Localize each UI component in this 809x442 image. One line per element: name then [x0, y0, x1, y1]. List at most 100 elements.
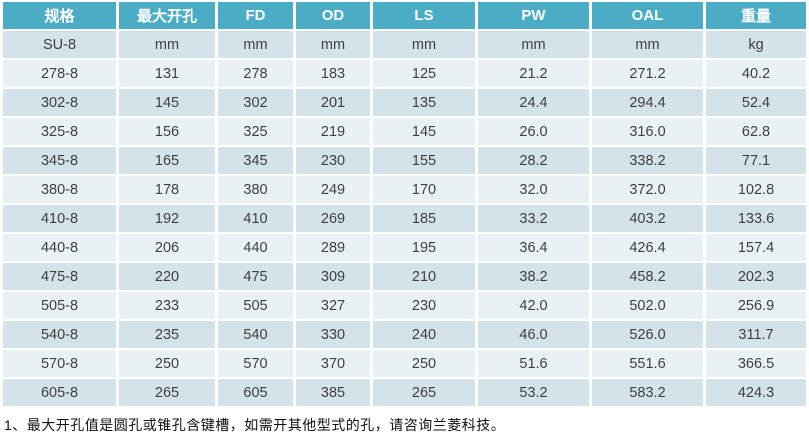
table-cell: 230 — [373, 292, 475, 319]
table-cell: 540 — [218, 321, 293, 348]
column-header: FD — [218, 2, 293, 29]
table-row: 410-8 192 410 269 185 33.2 403.2 133.6 — [3, 205, 806, 232]
table-cell: 410 — [218, 205, 293, 232]
table-cell: 28.2 — [478, 147, 589, 174]
table-cell: 52.4 — [706, 89, 806, 116]
table-cell: 540-8 — [3, 321, 116, 348]
table-row: 302-8 145 302 201 135 24.4 294.4 52.4 — [3, 89, 806, 116]
table-cell: 133.6 — [706, 205, 806, 232]
table-cell: 440 — [218, 234, 293, 261]
table-cell: 269 — [296, 205, 370, 232]
table-cell: 145 — [119, 89, 215, 116]
table-cell: 309 — [296, 263, 370, 290]
table-cell: 42.0 — [478, 292, 589, 319]
table-cell: 338.2 — [592, 147, 703, 174]
table-cell: 327 — [296, 292, 370, 319]
table-cell: 131 — [119, 60, 215, 87]
table-cell: 24.4 — [478, 89, 589, 116]
table-cell: 51.6 — [478, 350, 589, 377]
table-cell: 210 — [373, 263, 475, 290]
table-cell: 178 — [119, 176, 215, 203]
table-cell: 40.2 — [706, 60, 806, 87]
column-header: 重量 — [706, 2, 806, 29]
table-cell: 195 — [373, 234, 475, 261]
table-cell: 424.3 — [706, 379, 806, 406]
table-cell: 294.4 — [592, 89, 703, 116]
table-cell: 345 — [218, 147, 293, 174]
table-cell: 62.8 — [706, 118, 806, 145]
table-cell: 551.6 — [592, 350, 703, 377]
table-cell: 155 — [373, 147, 475, 174]
table-row: 505-8 233 505 327 230 42.0 502.0 256.9 — [3, 292, 806, 319]
table-cell: 202.3 — [706, 263, 806, 290]
table-cell: 256.9 — [706, 292, 806, 319]
table-cell: 325-8 — [3, 118, 116, 145]
column-header: PW — [478, 2, 589, 29]
table-cell: 570 — [218, 350, 293, 377]
table-cell: SU-8 — [3, 31, 116, 58]
table-cell: 403.2 — [592, 205, 703, 232]
table-cell: 265 — [373, 379, 475, 406]
table-cell: 380 — [218, 176, 293, 203]
table-cell: 605-8 — [3, 379, 116, 406]
table-row: 570-8 250 570 370 250 51.6 551.6 366.5 — [3, 350, 806, 377]
table-cell: 250 — [373, 350, 475, 377]
table-cell: mm — [478, 31, 589, 58]
table-cell: 505-8 — [3, 292, 116, 319]
table-cell: 410-8 — [3, 205, 116, 232]
table-cell: 183 — [296, 60, 370, 87]
table-cell: 302-8 — [3, 89, 116, 116]
table-cell: 325 — [218, 118, 293, 145]
table-cell: mm — [592, 31, 703, 58]
table-cell: 475-8 — [3, 263, 116, 290]
table-cell: 219 — [296, 118, 370, 145]
table-cell: 505 — [218, 292, 293, 319]
footnote: 1、最大开孔值是圆孔或锥孔含键槽，如需开其他型式的孔，请咨询兰菱科技。 — [4, 417, 506, 433]
table-cell: 458.2 — [592, 263, 703, 290]
table-row: 475-8 220 475 309 210 38.2 458.2 202.3 — [3, 263, 806, 290]
table-cell: 240 — [373, 321, 475, 348]
table-cell: 583.2 — [592, 379, 703, 406]
table-cell: 32.0 — [478, 176, 589, 203]
table-row: 325-8 156 325 219 145 26.0 316.0 62.8 — [3, 118, 806, 145]
table-cell: 249 — [296, 176, 370, 203]
table-cell: mm — [119, 31, 215, 58]
table-row: 605-8 265 605 385 265 53.2 583.2 424.3 — [3, 379, 806, 406]
table-cell: 235 — [119, 321, 215, 348]
table-cell: 185 — [373, 205, 475, 232]
table-cell: 170 — [373, 176, 475, 203]
table-cell: 135 — [373, 89, 475, 116]
table-cell: 250 — [119, 350, 215, 377]
table-cell: 21.2 — [478, 60, 589, 87]
table-cell: 372.0 — [592, 176, 703, 203]
table-cell: 53.2 — [478, 379, 589, 406]
table-cell: 102.8 — [706, 176, 806, 203]
table-cell: 192 — [119, 205, 215, 232]
table-cell: 316.0 — [592, 118, 703, 145]
table-cell: 330 — [296, 321, 370, 348]
table-cell: 165 — [119, 147, 215, 174]
header-row: 规格 最大开孔 FD OD LS PW OAL 重量 — [3, 2, 806, 29]
table-cell: 366.5 — [706, 350, 806, 377]
table-cell: 345-8 — [3, 147, 116, 174]
table-cell: 475 — [218, 263, 293, 290]
table-cell: 526.0 — [592, 321, 703, 348]
table-cell: 502.0 — [592, 292, 703, 319]
table-cell: 125 — [373, 60, 475, 87]
table-row: 440-8 206 440 289 195 36.4 426.4 157.4 — [3, 234, 806, 261]
table-row: 540-8 235 540 330 240 46.0 526.0 311.7 — [3, 321, 806, 348]
table-cell: 26.0 — [478, 118, 589, 145]
table-cell: 380-8 — [3, 176, 116, 203]
table-cell: kg — [706, 31, 806, 58]
table-cell: 570-8 — [3, 350, 116, 377]
table-cell: 302 — [218, 89, 293, 116]
unit-row: SU-8 mm mm mm mm mm mm kg — [3, 31, 806, 58]
table-cell: 311.7 — [706, 321, 806, 348]
table-cell: 220 — [119, 263, 215, 290]
table-cell: 271.2 — [592, 60, 703, 87]
table-cell: 206 — [119, 234, 215, 261]
table-cell: mm — [296, 31, 370, 58]
table-cell: mm — [218, 31, 293, 58]
column-header: LS — [373, 2, 475, 29]
table-row: 345-8 165 345 230 155 28.2 338.2 77.1 — [3, 147, 806, 174]
